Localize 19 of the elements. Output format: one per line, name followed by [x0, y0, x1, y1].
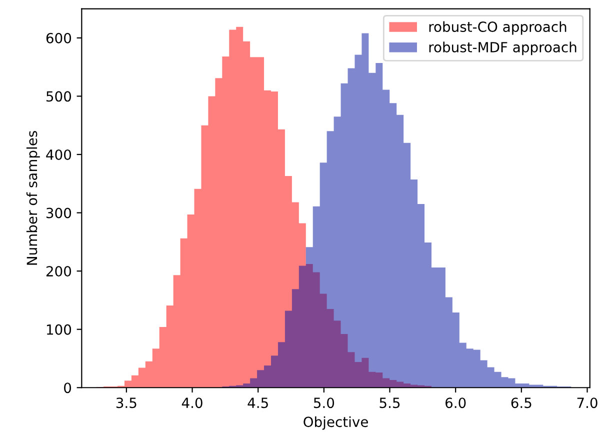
x-tick-label: 6.5 — [511, 398, 532, 408]
y-axis-title: Number of samples — [26, 131, 40, 265]
legend-label: robust-MDF approach — [429, 42, 576, 56]
x-tick-label: 4.5 — [248, 398, 268, 408]
y-tick-label: 100 — [46, 324, 72, 335]
x-tick-label: 3.5 — [116, 398, 136, 408]
y-tick-label: 200 — [46, 266, 72, 277]
x-tick-label: 5.0 — [314, 398, 334, 408]
x-axis-title: Objective — [304, 416, 368, 430]
y-tick-label: 300 — [46, 208, 72, 218]
y-tick-label: 400 — [46, 149, 72, 160]
x-tick-label: 5.5 — [380, 398, 400, 408]
y-tick-label: 500 — [46, 91, 72, 102]
y-tick-label: 600 — [46, 32, 72, 44]
legend-label: robust-CO approach — [429, 21, 566, 35]
x-tick-label: 4.0 — [182, 398, 202, 408]
x-tick-label: 7.0 — [577, 398, 598, 408]
y-tick-label: 0 — [64, 382, 72, 394]
x-tick-label: 6.0 — [446, 398, 466, 408]
